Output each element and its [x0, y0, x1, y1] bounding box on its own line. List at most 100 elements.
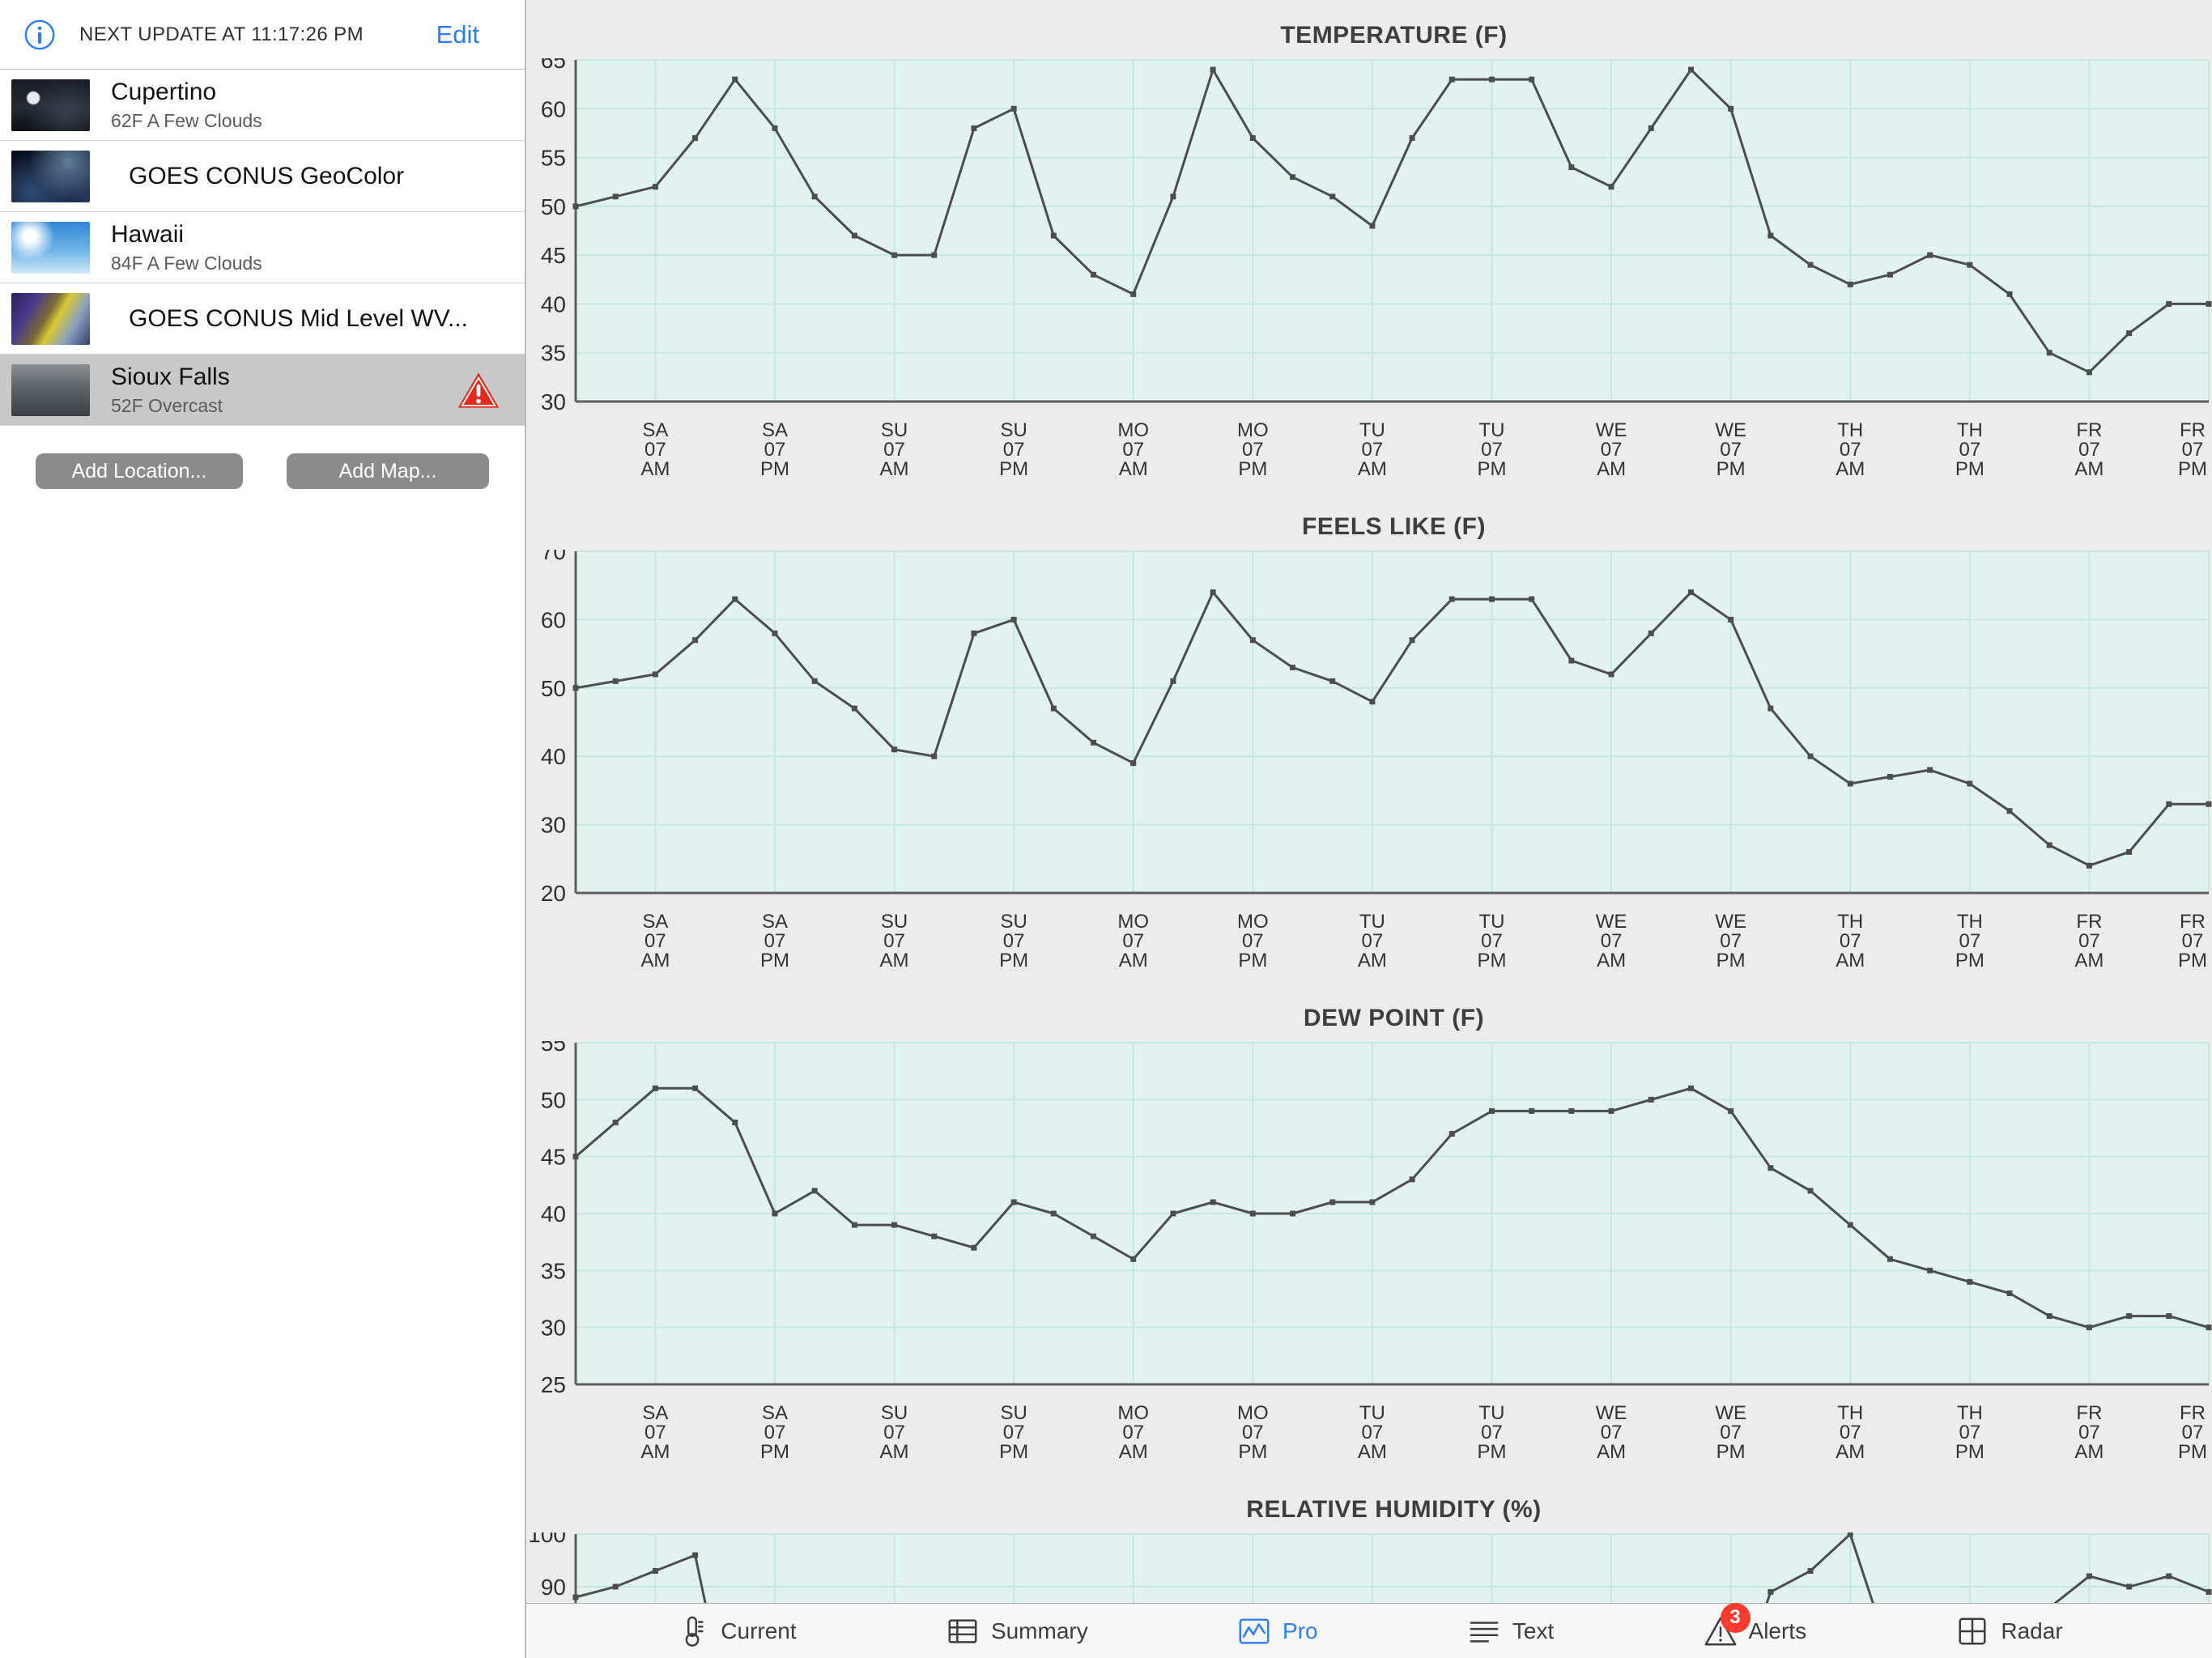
- svg-text:40: 40: [541, 291, 566, 317]
- relative-humidity-chart: RELATIVE HUMIDITY (%) SA07AMSA07PMSU07AM…: [526, 1474, 2212, 1603]
- alerts-icon-wrap: 3: [1704, 1602, 1750, 1648]
- next-update-text: NEXT UPDATE AT 11:17:26 PM: [79, 23, 364, 45]
- svg-text:90: 90: [541, 1575, 566, 1600]
- tab-pro[interactable]: Pro: [1237, 1614, 1318, 1648]
- list-item-sioux-falls[interactable]: Sioux Falls 52F Overcast: [0, 355, 525, 426]
- tab-label: Radar: [2001, 1618, 2063, 1643]
- chart-title: RELATIVE HUMIDITY (%): [1246, 1496, 1542, 1523]
- svg-text:70: 70: [541, 550, 566, 564]
- location-subtitle: 52F Overcast: [111, 394, 223, 416]
- thumbnail-goes-geocolor: [11, 150, 90, 202]
- svg-text:55: 55: [541, 146, 566, 171]
- location-subtitle: 62F A Few Clouds: [111, 109, 262, 131]
- add-map-button[interactable]: Add Map...: [287, 453, 489, 489]
- edit-button[interactable]: Edit: [436, 19, 479, 49]
- svg-text:35: 35: [541, 1258, 566, 1283]
- svg-text:20: 20: [541, 881, 566, 906]
- sidebar: NEXT UPDATE AT 11:17:26 PM Edit Cupertin…: [0, 0, 526, 1658]
- charts-panel[interactable]: TEMPERATURE (F) SA 07 AM SA 07 PM SU 07 AM SU 07 PM…: [526, 0, 2212, 1603]
- list-item-hawaii[interactable]: Hawaii 84F A Few Clouds: [0, 212, 525, 283]
- tab-radar[interactable]: Radar: [1955, 1614, 2063, 1648]
- svg-text:45: 45: [541, 243, 566, 268]
- svg-text:40: 40: [541, 744, 566, 769]
- svg-text:50: 50: [541, 194, 566, 219]
- svg-text:30: 30: [541, 389, 566, 414]
- thumbnail-goes-wv: [11, 292, 90, 345]
- svg-text:50: 50: [541, 676, 566, 701]
- tab-text[interactable]: Text: [1467, 1614, 1554, 1648]
- tab-label: Pro: [1283, 1618, 1318, 1643]
- radar-grid-icon: [1959, 1617, 1986, 1645]
- relative-humidity-plot[interactable]: SA07AMSA07PMSU07AMSU07PMMO07AMMO07PMTU07…: [526, 1533, 2212, 1603]
- summary-table-icon: [948, 1618, 977, 1643]
- svg-text:100: 100: [528, 1533, 566, 1547]
- row-text: Hawaii 84F A Few Clouds: [111, 221, 513, 274]
- svg-text:35: 35: [541, 341, 566, 366]
- row-text: Sioux Falls 52F Overcast: [111, 363, 457, 417]
- list-item-goes-wv[interactable]: GOES CONUS Mid Level WV...: [0, 283, 525, 355]
- svg-text:60: 60: [541, 607, 566, 632]
- line-chart-icon: [1239, 1618, 1270, 1644]
- thumbnail-hawaii: [11, 221, 90, 274]
- svg-text:30: 30: [541, 1316, 566, 1341]
- svg-text:60: 60: [541, 96, 566, 121]
- svg-text:45: 45: [541, 1145, 566, 1170]
- dew-point-plot[interactable]: SA 07 AM SA 07 PM SU 07 AM SU 07 PM MO 07 AM MO 07 PM TU 07…: [526, 1041, 2212, 1474]
- list-item-goes-geocolor[interactable]: GOES CONUS GeoColor: [0, 141, 525, 212]
- location-title: Cupertino: [111, 78, 217, 105]
- location-subtitle: 84F A Few Clouds: [111, 252, 262, 274]
- tab-alerts[interactable]: 3 Alerts: [1704, 1602, 1806, 1648]
- tab-current[interactable]: Current: [675, 1614, 797, 1648]
- chart-title: DEW POINT (F): [1303, 1005, 1485, 1031]
- row-text: GOES CONUS Mid Level WV...: [111, 305, 513, 333]
- temperature-chart: TEMPERATURE (F) SA 07 AM SA 07 PM SU 07 AM SU 07 PM…: [526, 0, 2212, 491]
- svg-text:55: 55: [541, 1041, 566, 1056]
- tab-label: Current: [721, 1618, 797, 1643]
- temperature-plot[interactable]: SA 07 AM SA 07 PM SU 07 AM SU 07 PM MO 07 AM MO 07 PM TU 07…: [526, 58, 2212, 491]
- feels-like-chart: FEELS LIKE (F) SA 07 AM SA 07 PM SU 07 AM SU 07 PM M…: [526, 491, 2212, 983]
- tab-label: Text: [1512, 1618, 1555, 1643]
- chart-title: FEELS LIKE (F): [1302, 513, 1486, 540]
- thumbnail-cupertino: [11, 79, 90, 131]
- list-item-cupertino[interactable]: Cupertino 62F A Few Clouds: [0, 70, 525, 141]
- chart-title: TEMPERATURE (F): [1280, 22, 1508, 49]
- svg-text:40: 40: [541, 1201, 566, 1226]
- add-location-button[interactable]: Add Location...: [36, 453, 243, 489]
- location-title: Sioux Falls: [111, 363, 230, 390]
- feels-like-plot[interactable]: SA 07 AM SA 07 PM SU 07 AM SU 07 PM MO 07 AM MO 07 PM TU 07…: [526, 550, 2212, 983]
- location-title: Hawaii: [111, 220, 185, 248]
- sidebar-header: NEXT UPDATE AT 11:17:26 PM Edit: [0, 0, 525, 70]
- thumbnail-sioux-falls: [11, 363, 90, 416]
- text-lines-icon: [1470, 1621, 1499, 1643]
- info-icon[interactable]: [23, 18, 57, 52]
- tab-summary[interactable]: Summary: [946, 1614, 1088, 1648]
